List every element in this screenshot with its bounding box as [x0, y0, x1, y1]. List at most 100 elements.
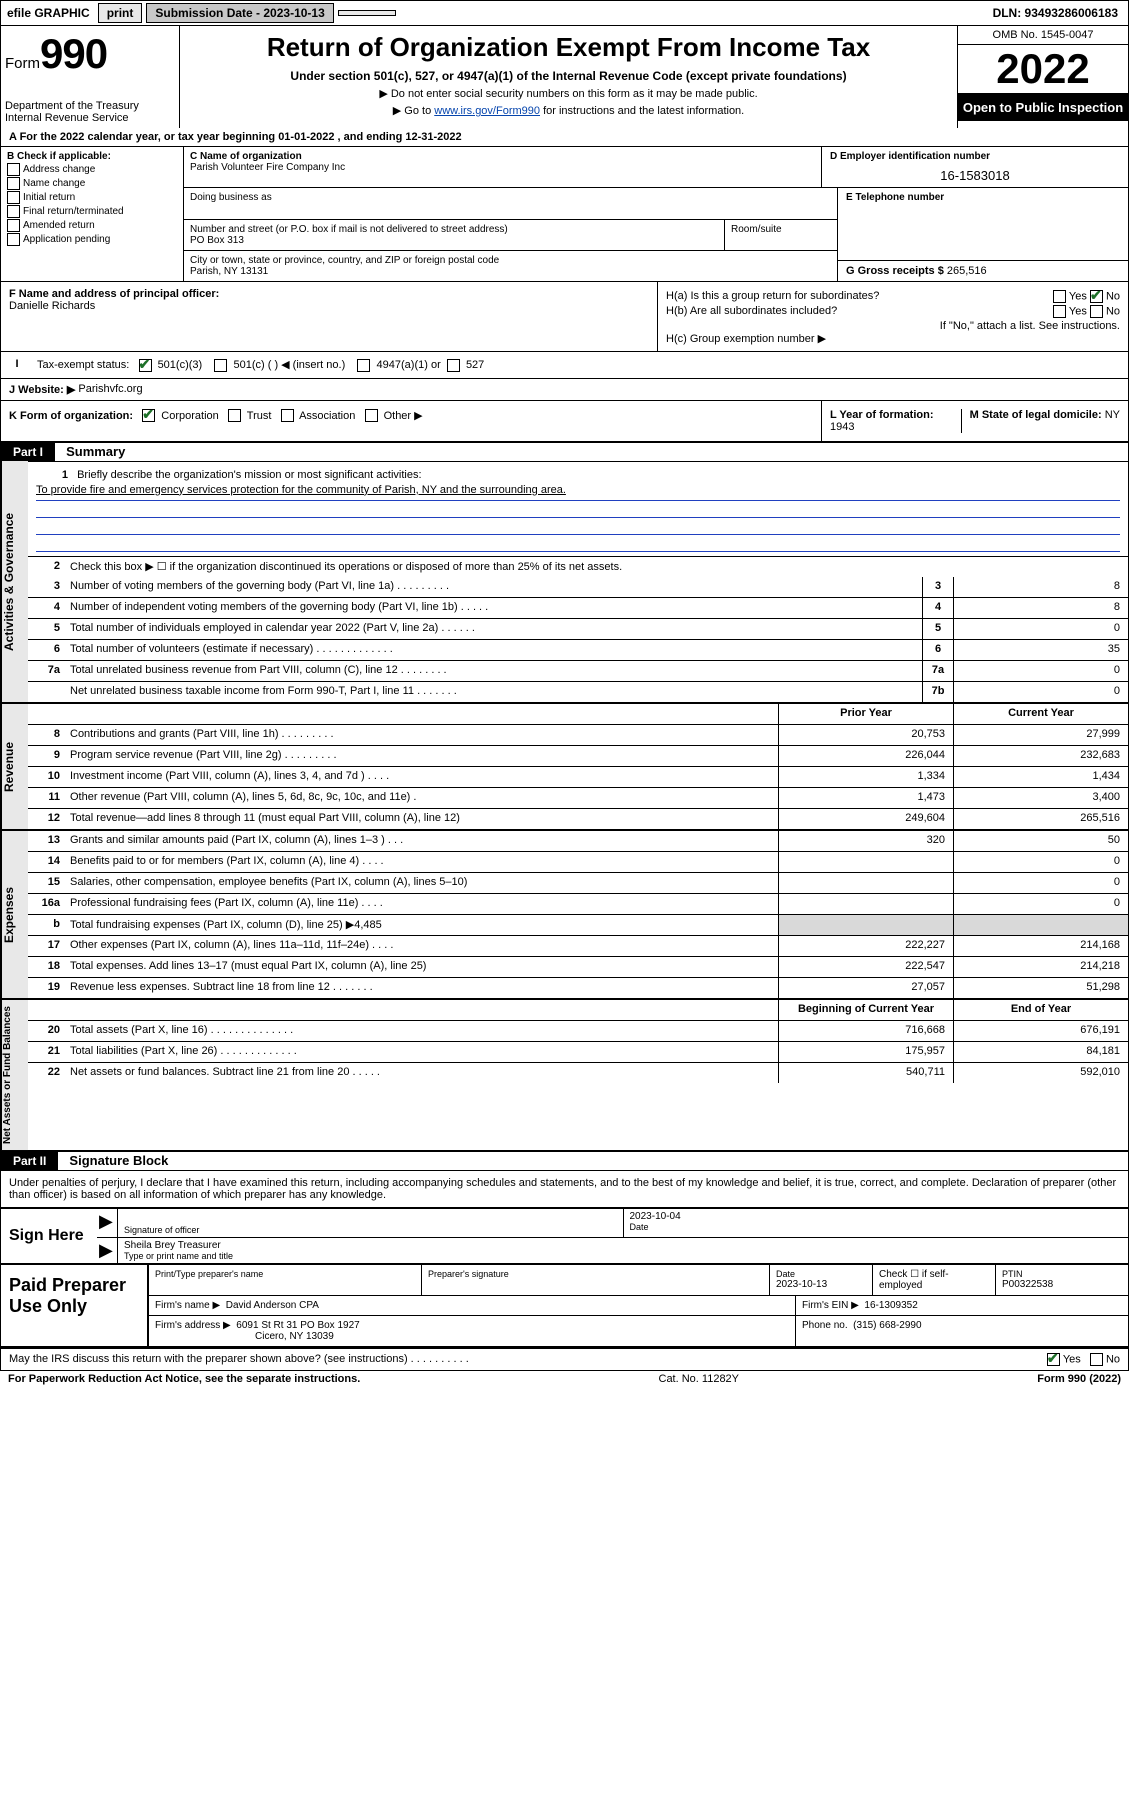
tax-year: 2022: [958, 45, 1128, 94]
gross-label: G Gross receipts $: [846, 265, 944, 277]
sig-officer-label: Signature of officer: [124, 1225, 617, 1235]
chk-501c3[interactable]: [139, 359, 152, 372]
submission-date-button[interactable]: Submission Date - 2023-10-13: [146, 3, 333, 23]
chk-name-change[interactable]: Name change: [7, 177, 177, 190]
gross-value: 265,516: [947, 265, 987, 277]
type-name-label: Type or print name and title: [124, 1251, 1122, 1261]
chk-yes[interactable]: [1053, 305, 1066, 318]
mission-label: Briefly describe the organization's miss…: [77, 469, 421, 481]
line-desc: Other expenses (Part IX, column (A), lin…: [66, 936, 778, 956]
part-1-badge: Part I: [1, 443, 55, 461]
firm-ein-label: Firm's EIN ▶: [802, 1300, 859, 1311]
line-num: 4: [28, 598, 66, 618]
part-2: Part II Signature Block Under penalties …: [0, 1151, 1129, 1371]
chk-527[interactable]: [447, 359, 460, 372]
preparer-name-label: Print/Type preparer's name: [155, 1269, 415, 1279]
line-num: 5: [28, 619, 66, 639]
form-ref: Form 990 (2022): [1037, 1373, 1121, 1385]
line-desc: Total number of individuals employed in …: [66, 619, 922, 639]
chk-app-pending[interactable]: Application pending: [7, 233, 177, 246]
form-subtitle: Under section 501(c), 527, or 4947(a)(1)…: [188, 69, 949, 83]
box-h: H(a) Is this a group return for subordin…: [658, 282, 1128, 351]
summary-line: 9Program service revenue (Part VIII, lin…: [28, 745, 1128, 766]
firm-addr-cell: Firm's address ▶ 6091 St Rt 31 PO Box 19…: [149, 1316, 796, 1346]
prior-value: 20,753: [778, 725, 953, 745]
sig-date: 2023-10-04: [630, 1211, 1123, 1222]
prior-value: 249,604: [778, 809, 953, 829]
sig-date-cell: 2023-10-04 Date: [623, 1209, 1129, 1237]
line-desc: Revenue less expenses. Subtract line 18 …: [66, 978, 778, 998]
org-name-label: C Name of organization: [190, 151, 815, 162]
firm-addr-2: Cicero, NY 13039: [155, 1331, 789, 1342]
h-b-label: H(b) Are all subordinates included?: [666, 305, 837, 318]
ein-value: 16-1583018: [830, 168, 1120, 183]
chk-final-return[interactable]: Final return/terminated: [7, 205, 177, 218]
sign-here-block: Sign Here ▶ Signature of officer 2023-10…: [1, 1207, 1128, 1263]
chk-discuss-no[interactable]: [1090, 1353, 1103, 1366]
chk-no[interactable]: [1090, 290, 1103, 303]
sidetab-expenses: Expenses: [1, 831, 28, 998]
preparer-sig-label: Preparer's signature: [428, 1269, 763, 1279]
print-button[interactable]: print: [98, 3, 143, 23]
sidetab-net: Net Assets or Fund Balances: [1, 1000, 28, 1150]
chk-501c[interactable]: [214, 359, 227, 372]
summary-line: 17Other expenses (Part IX, column (A), l…: [28, 935, 1128, 956]
box-cde: C Name of organization Parish Volunteer …: [184, 147, 1128, 281]
prior-value: [778, 915, 953, 935]
summary-line: 18Total expenses. Add lines 13–17 (must …: [28, 956, 1128, 977]
line-desc: Salaries, other compensation, employee b…: [66, 873, 778, 893]
paid-preparer-label: Paid Preparer Use Only: [1, 1265, 149, 1346]
chk-yes[interactable]: [1053, 290, 1066, 303]
phone-label: E Telephone number: [846, 192, 1129, 203]
chk-4947[interactable]: [357, 359, 370, 372]
irs-link[interactable]: www.irs.gov/Form990: [434, 105, 540, 117]
chk-discuss-yes[interactable]: [1047, 1353, 1060, 1366]
chk-amended[interactable]: Amended return: [7, 219, 177, 232]
line-value: 35: [953, 640, 1128, 660]
note2-post: for instructions and the latest informat…: [540, 105, 744, 117]
line-value: 8: [953, 577, 1128, 597]
ptin-value: P00322538: [1002, 1279, 1122, 1290]
box-lm: L Year of formation: 1943 M State of leg…: [821, 401, 1128, 441]
firm-name: David Anderson CPA: [226, 1300, 319, 1311]
mission-text: To provide fire and emergency services p…: [36, 484, 566, 496]
city-cell: City or town, state or province, country…: [184, 251, 837, 281]
line-num: 19: [28, 978, 66, 998]
line-value: 0: [953, 619, 1128, 639]
blank-button[interactable]: [338, 10, 396, 16]
arrow-icon: ▶: [97, 1209, 117, 1237]
open-public-badge: Open to Public Inspection: [958, 94, 1128, 121]
line-desc: Benefits paid to or for members (Part IX…: [66, 852, 778, 872]
page-footer: For Paperwork Reduction Act Notice, see …: [0, 1371, 1129, 1387]
chk-label: Amended return: [23, 220, 95, 231]
line-2: Check this box ▶ ☐ if the organization d…: [66, 557, 1128, 577]
pra-notice: For Paperwork Reduction Act Notice, see …: [8, 1373, 360, 1385]
line-num: 12: [28, 809, 66, 829]
chk-corp[interactable]: [142, 409, 155, 422]
current-value: 51,298: [953, 978, 1128, 998]
chk-trust[interactable]: [228, 409, 241, 422]
dept-treasury: Department of the Treasury: [5, 100, 175, 112]
hdr-current: Current Year: [953, 704, 1128, 724]
line-desc: Total unrelated business revenue from Pa…: [66, 661, 922, 681]
chk-other[interactable]: [365, 409, 378, 422]
current-value: 50: [953, 831, 1128, 851]
tax-exempt-cell: Tax-exempt status: 501(c)(3) 501(c) ( ) …: [33, 352, 1128, 378]
chk-initial-return[interactable]: Initial return: [7, 191, 177, 204]
line-desc: Other revenue (Part VIII, column (A), li…: [66, 788, 778, 808]
gross-receipts-cell: G Gross receipts $ 265,516: [838, 260, 1129, 281]
chk-no[interactable]: [1090, 305, 1103, 318]
sig-officer-cell: Signature of officer: [117, 1209, 623, 1237]
fgh-row: F Name and address of principal officer:…: [1, 281, 1128, 351]
officer-typed-name: Sheila Brey Treasurer: [124, 1240, 1122, 1251]
chk-assoc[interactable]: [281, 409, 294, 422]
form-note-2: ▶ Go to www.irs.gov/Form990 for instruct…: [188, 104, 949, 117]
sidetab-revenue: Revenue: [1, 704, 28, 829]
prior-value: 1,473: [778, 788, 953, 808]
line-num: 3: [28, 577, 66, 597]
dln-label: DLN: 93493286006183: [983, 4, 1128, 22]
city-value: Parish, NY 13131: [190, 266, 831, 277]
firm-addr-label: Firm's address ▶: [155, 1320, 231, 1331]
summary-line: 4Number of independent voting members of…: [28, 597, 1128, 618]
chk-address-change[interactable]: Address change: [7, 163, 177, 176]
